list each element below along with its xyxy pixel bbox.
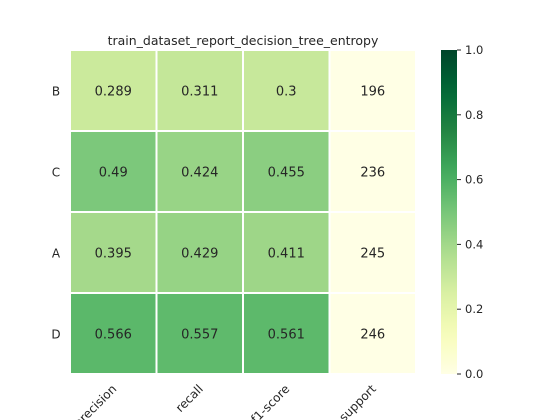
cell-value-label: 0.411 xyxy=(268,247,305,262)
colorbar: 0.0 0.2 0.4 0.6 0.8 1.0 xyxy=(441,43,483,381)
heatmap-cell xyxy=(328,292,417,375)
chart-title: train_dataset_report_decision_tree_entro… xyxy=(108,33,379,48)
colorbar-tick-label: 0.0 xyxy=(465,367,483,381)
colorbar-tick-label: 0.8 xyxy=(465,108,483,122)
row-label: B xyxy=(52,85,60,99)
colorbar-tick-label: 1.0 xyxy=(465,43,483,57)
colorbar-tick-label: 0.4 xyxy=(465,237,483,251)
cell-value-label: 0.49 xyxy=(99,166,128,181)
cell-value-label: 0.557 xyxy=(181,328,218,343)
row-label: D xyxy=(51,328,60,342)
cell-value-label: 0.566 xyxy=(95,328,132,343)
heatmap-cell xyxy=(155,211,244,294)
cell-value-label: 0.424 xyxy=(181,166,218,181)
cell-value-label: 0.3 xyxy=(276,85,297,100)
cell-value-label: 0.455 xyxy=(268,166,305,181)
cell-value-label: 0.395 xyxy=(95,247,132,262)
cell-value-label: 0.289 xyxy=(95,85,132,100)
heatmap-cell xyxy=(69,292,158,375)
column-label: f1-score xyxy=(248,382,292,420)
cell-value-label: 246 xyxy=(360,328,385,343)
heatmap-cell xyxy=(155,130,244,213)
heatmap-cells: 0.289 0.311 0.3 196 0.49 0.424 0.455 236 0.395 0.… xyxy=(69,49,417,375)
colorbar-gradient xyxy=(441,50,457,374)
heatmap-cell xyxy=(155,292,244,375)
column-label: recall xyxy=(173,382,206,415)
cell-value-label: 0.311 xyxy=(181,85,218,100)
cell-value-label: 0.429 xyxy=(181,247,218,262)
heatmap-cell xyxy=(155,49,244,132)
heatmap-cell xyxy=(69,49,158,132)
colorbar-tick-label: 0.6 xyxy=(465,173,483,187)
heatmap-cell xyxy=(328,211,417,294)
row-label: A xyxy=(52,247,61,261)
column-labels: precision recall f1-score support xyxy=(71,382,379,420)
cell-value-label: 196 xyxy=(360,85,385,100)
column-label: support xyxy=(336,382,379,420)
heatmap-cell xyxy=(328,130,417,213)
row-labels: B C A D xyxy=(51,85,61,342)
colorbar-tick-label: 0.2 xyxy=(465,302,483,316)
row-label: C xyxy=(52,166,60,180)
column-label: precision xyxy=(71,382,119,420)
heatmap-cell xyxy=(328,49,417,132)
cell-value-label: 245 xyxy=(360,247,385,262)
cell-value-label: 236 xyxy=(360,166,385,181)
cell-value-label: 0.561 xyxy=(268,328,305,343)
